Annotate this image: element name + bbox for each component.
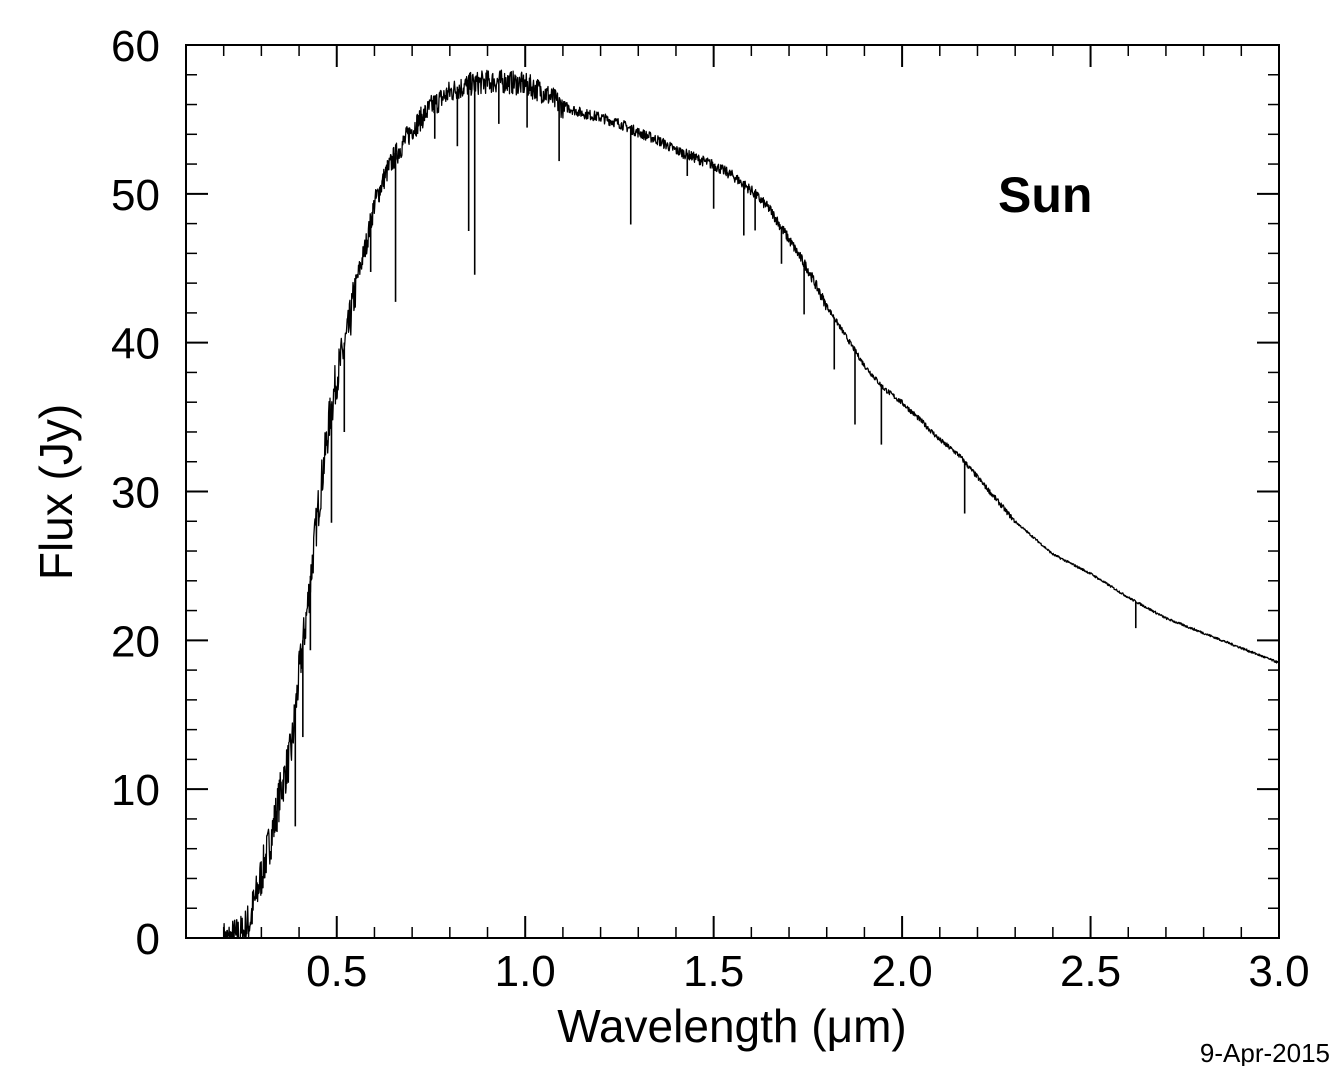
x-tick-label: 0.5 [306, 947, 367, 996]
x-axis-label: Wavelength (μm) [557, 1000, 906, 1052]
date-stamp: 9-Apr-2015 [1200, 1038, 1330, 1066]
spectrum-line [223, 69, 1280, 939]
y-tick-label: 50 [111, 171, 160, 220]
y-tick-label: 60 [111, 22, 160, 71]
y-tick-label: 10 [111, 766, 160, 815]
y-tick-label: 30 [111, 469, 160, 518]
y-tick-labels: 0 10 20 30 40 50 60 [111, 22, 160, 964]
x-tick-label: 3.0 [1248, 947, 1309, 996]
minor-ticks [186, 45, 1279, 938]
series-group [223, 69, 1280, 939]
annotation-label: Sun [998, 167, 1092, 223]
x-tick-label: 1.5 [683, 947, 744, 996]
absorption-lines [294, 79, 1137, 827]
y-axis-label: Flux (Jy) [30, 404, 82, 580]
y-tick-label: 0 [136, 915, 160, 964]
x-tick-label: 1.0 [495, 947, 556, 996]
y-tick-label: 40 [111, 320, 160, 369]
x-tick-labels: 0.5 1.0 1.5 2.0 2.5 3.0 [306, 947, 1309, 996]
x-tick-label: 2.0 [872, 947, 933, 996]
x-tick-label: 2.5 [1060, 947, 1121, 996]
plot-frame [185, 44, 1280, 939]
y-tick-label: 20 [111, 617, 160, 666]
